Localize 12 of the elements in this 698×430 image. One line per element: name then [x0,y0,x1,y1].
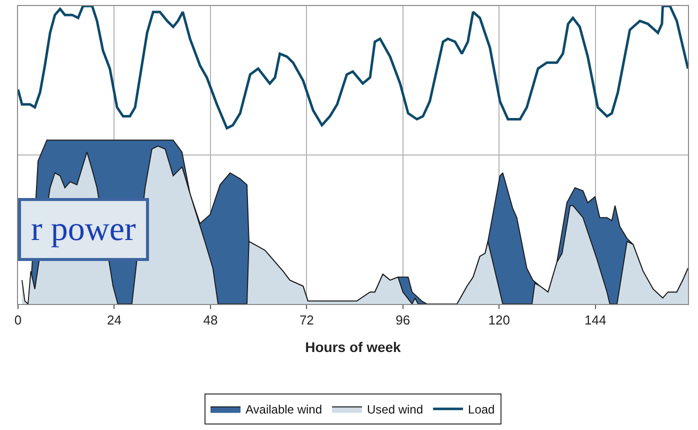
annotation: r power [31,211,136,248]
x-tick-label: 48 [203,312,218,328]
legend-label: Used wind [367,402,424,417]
x-axis-title: Hours of week [305,338,402,355]
x-tick-label: 96 [396,312,410,328]
x-tick-label: 120 [488,312,510,328]
x-tick-label: 0 [14,312,22,328]
legend-label: Available wind [246,402,322,417]
x-tick-label: 72 [299,312,314,328]
x-tick-label: 24 [106,312,122,328]
legend-label: Load [468,402,495,417]
x-tick-label: 144 [584,312,606,328]
